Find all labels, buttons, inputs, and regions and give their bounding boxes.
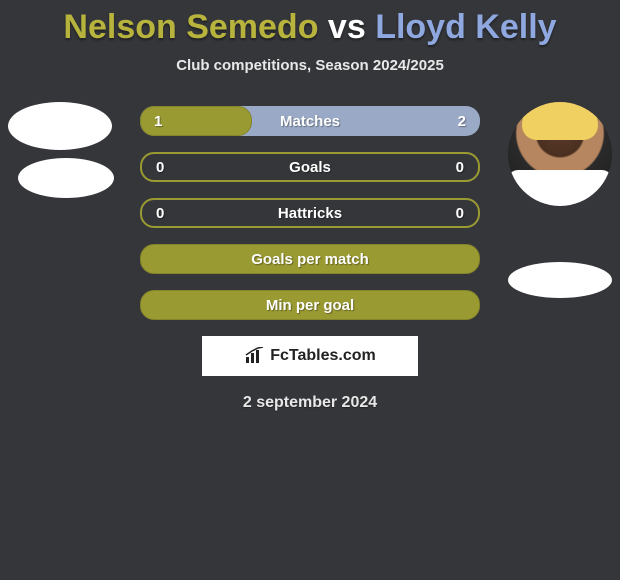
stat-label: Min per goal — [141, 297, 479, 314]
stat-label: Hattricks — [142, 205, 478, 222]
chart-icon — [244, 347, 266, 365]
avatar-placeholder-disc — [8, 102, 112, 150]
subtitle: Club competitions, Season 2024/2025 — [0, 57, 620, 74]
date-text: 2 september 2024 — [0, 394, 620, 412]
stat-label: Goals per match — [141, 251, 479, 268]
stat-label: Goals — [142, 159, 478, 176]
avatar-photo — [508, 102, 612, 206]
stat-bar-row: 0Goals0 — [140, 152, 480, 182]
comparison-title: Nelson Semedo vs Lloyd Kelly — [0, 0, 620, 47]
stat-bar-row: Goals per match — [140, 244, 480, 274]
stat-bar-row: Min per goal — [140, 290, 480, 320]
stat-label: Matches — [140, 113, 480, 130]
player1-avatar — [8, 102, 112, 206]
stat-bar-row: 0Hattricks0 — [140, 198, 480, 228]
stat-bars: 1Matches20Goals00Hattricks0Goals per mat… — [140, 106, 480, 320]
stat-value-right: 2 — [458, 113, 466, 130]
player2-avatar — [508, 102, 612, 206]
avatar-shadow — [508, 262, 612, 298]
comparison-content: 1Matches20Goals00Hattricks0Goals per mat… — [0, 106, 620, 412]
player2-name: Lloyd Kelly — [375, 8, 556, 46]
attribution-badge: FcTables.com — [202, 336, 418, 376]
avatar-placeholder-disc — [18, 158, 114, 198]
attribution-text: FcTables.com — [270, 347, 376, 365]
vs-text: vs — [318, 8, 375, 46]
stat-bar-row: 1Matches2 — [140, 106, 480, 136]
stat-value-right: 0 — [456, 205, 464, 222]
player1-name: Nelson Semedo — [63, 8, 318, 46]
stat-value-right: 0 — [456, 159, 464, 176]
